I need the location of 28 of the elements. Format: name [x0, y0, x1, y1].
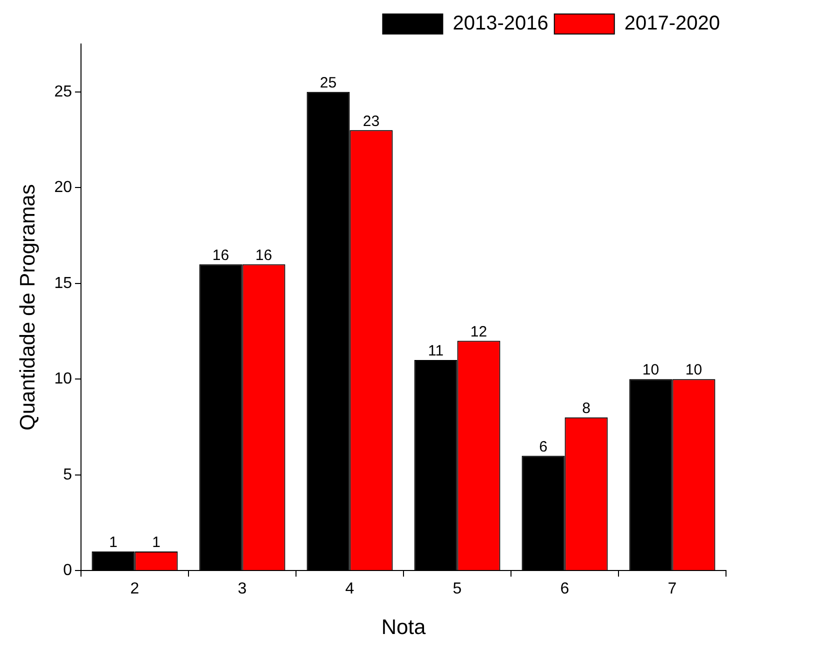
data-label: 12	[470, 323, 488, 340]
legend-label: 2017-2020	[624, 12, 720, 35]
y-tick-label: 20	[54, 179, 72, 196]
y-tick-label: 5	[63, 466, 72, 484]
data-label: 16	[212, 246, 230, 264]
x-tick-label: 4	[345, 580, 354, 598]
x-tick-label: 3	[238, 580, 247, 598]
y-tick-label: 10	[54, 370, 72, 388]
data-label: 10	[685, 362, 702, 379]
x-tick-label: 7	[668, 580, 677, 598]
data-label: 8	[582, 400, 590, 418]
x-tick-label: 5	[452, 580, 462, 598]
data-label: 6	[539, 438, 548, 456]
y-tick-label: 25	[54, 83, 72, 100]
x-axis-title: Nota	[381, 616, 426, 640]
x-tick-label: 2	[130, 580, 140, 598]
data-label: 25	[320, 74, 337, 92]
x-tick-label: 6	[560, 580, 570, 598]
y-tick-label: 15	[54, 274, 72, 292]
data-label: 10	[642, 362, 660, 379]
data-label: 1	[109, 534, 118, 552]
y-tick-label: 0	[63, 562, 72, 580]
legend-label: 2013-2016	[452, 12, 548, 35]
y-axis-title: Quantidade de Programas	[16, 184, 40, 430]
data-label: 23	[362, 112, 380, 130]
data-label: 11	[428, 342, 444, 360]
data-label: 16	[255, 246, 272, 264]
data-label: 1	[152, 534, 160, 552]
